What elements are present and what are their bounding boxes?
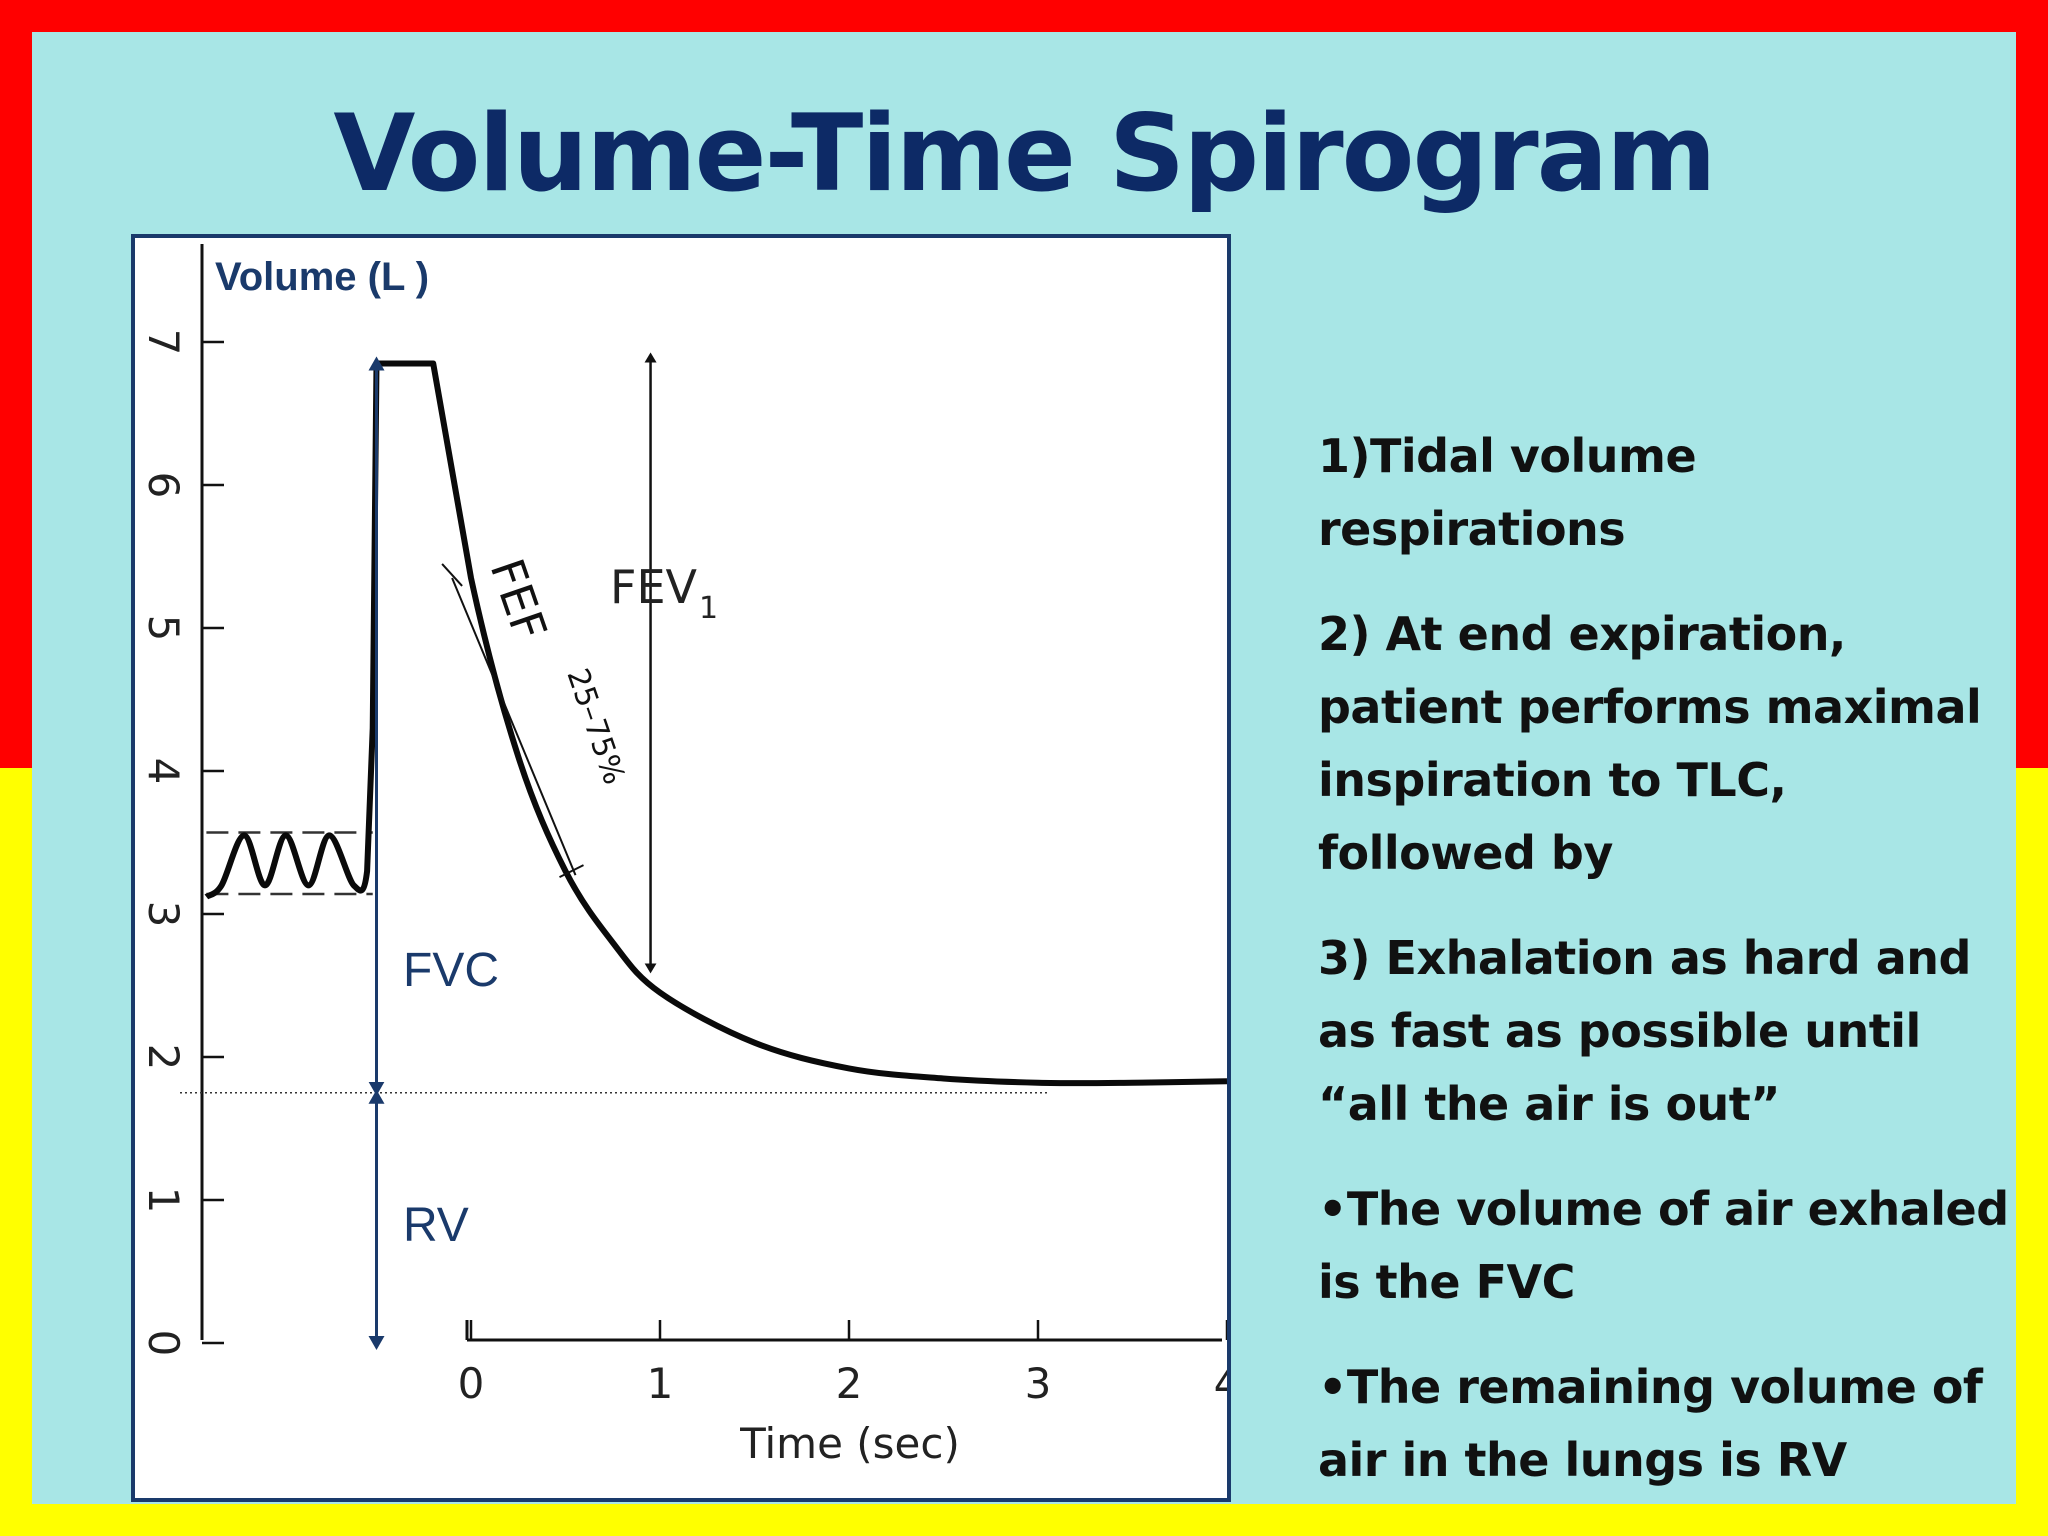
fef-label: FEF bbox=[480, 552, 558, 647]
y-axis-label: Volume (L ) bbox=[215, 255, 429, 299]
fef-subscript: 25–75% bbox=[559, 664, 631, 789]
fef-line bbox=[451, 577, 577, 876]
x-tick-label: 1 bbox=[647, 1359, 674, 1408]
x-axis-label: Time (sec) bbox=[739, 1419, 960, 1468]
spirogram-svg: 0 1 2 3 4 5 6 7 Volume (L ) 0 1 2 3 4 Time (sec) FEF25–… bbox=[139, 244, 1227, 1468]
x-tick-label: 0 bbox=[458, 1359, 485, 1408]
bullet-3: 3) Exhalation as hard and as fast as pos… bbox=[1318, 931, 1971, 1131]
y-tick-label: 7 bbox=[139, 329, 188, 356]
fev1-subscript: 1 bbox=[699, 591, 718, 626]
bullet-1: 1)Tidal volume respirations bbox=[1318, 429, 1697, 556]
volume-curve bbox=[204, 360, 1227, 1087]
y-tick-label: 3 bbox=[139, 901, 188, 928]
bullet-4: •The volume of air exhaled is the FVC bbox=[1318, 1182, 2009, 1309]
rv-label: RV bbox=[403, 1199, 469, 1252]
y-tick-label: 1 bbox=[139, 1187, 188, 1214]
x-tick-label: 2 bbox=[836, 1359, 863, 1408]
x-tick-label: 4 bbox=[1214, 1359, 1227, 1408]
bullet-2: 2) At end expiration, patient performs m… bbox=[1318, 607, 1982, 880]
fev1-label: FEV bbox=[610, 560, 698, 614]
fef-tick-bottom bbox=[559, 864, 584, 878]
y-tick-label: 2 bbox=[139, 1044, 188, 1071]
x-tick-label: 3 bbox=[1025, 1359, 1052, 1408]
slide-title: Volume-Time Spirogram bbox=[333, 92, 1716, 215]
y-tick-label: 6 bbox=[139, 472, 188, 499]
explanation-list: 1)Tidal volume respirations 2) At end ex… bbox=[1318, 420, 2018, 1529]
fef-tick-top bbox=[441, 563, 463, 587]
spirogram-chart: 0 1 2 3 4 5 6 7 Volume (L ) 0 1 2 3 4 Time (sec) FEF25–… bbox=[131, 234, 1231, 1502]
y-tick-label: 5 bbox=[139, 615, 188, 642]
fvc-label: FVC bbox=[403, 944, 499, 997]
y-tick-label: 4 bbox=[139, 758, 188, 785]
y-tick-label: 0 bbox=[139, 1330, 188, 1357]
bullet-5: •The remaining volume of air in the lung… bbox=[1318, 1360, 1983, 1487]
